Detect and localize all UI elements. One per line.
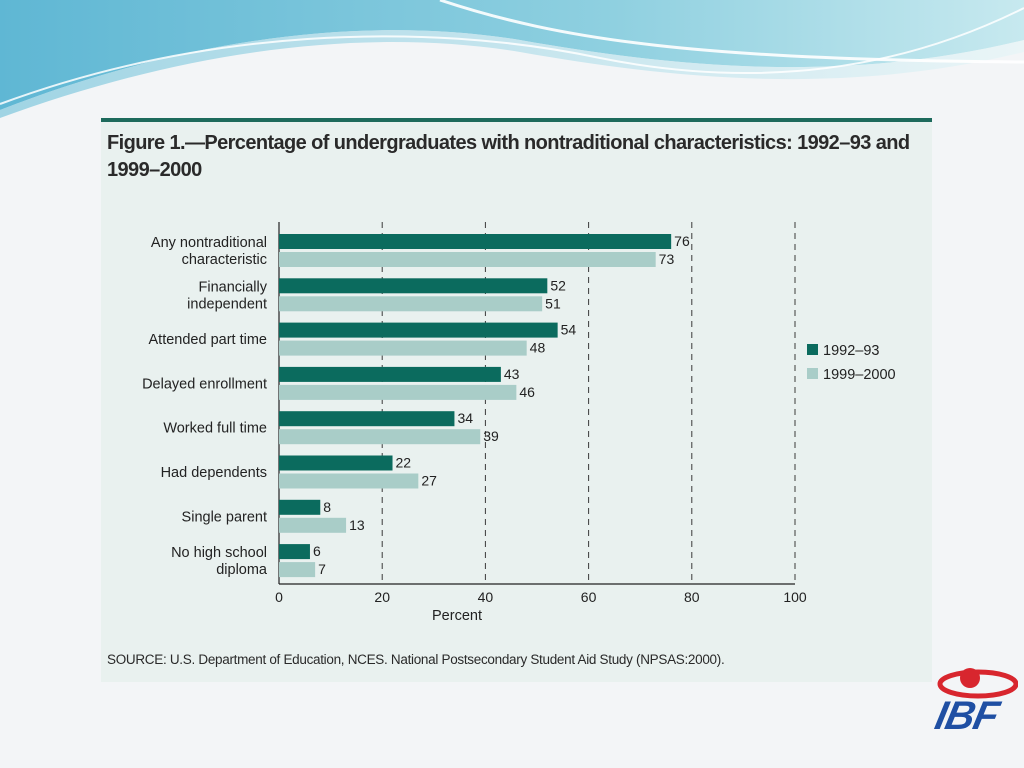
data-label: 13	[349, 517, 365, 533]
background-waves	[0, 0, 1024, 118]
legend-label: 1999–2000	[823, 367, 896, 383]
data-label: 54	[561, 322, 577, 338]
bar	[279, 517, 347, 533]
category-label: Worked full time	[163, 421, 267, 437]
data-label: 46	[519, 384, 535, 400]
bar	[279, 278, 548, 294]
data-label: 52	[550, 277, 566, 293]
data-label: 48	[530, 340, 546, 356]
data-label: 6	[313, 543, 321, 559]
x-axis-label: Percent	[432, 608, 482, 624]
category-label: Any nontraditional	[151, 235, 267, 251]
ibf-logo-mark	[937, 668, 1018, 699]
data-label: 27	[421, 473, 437, 489]
category-label: Single parent	[182, 509, 267, 525]
legend-label: 1992–93	[823, 343, 879, 359]
data-label: 22	[396, 455, 412, 471]
category-label: diploma	[216, 562, 268, 578]
category-label: Had dependents	[161, 465, 267, 481]
category-label: independent	[187, 296, 267, 312]
category-label: Delayed enrollment	[142, 376, 267, 392]
figure-panel: Figure 1.—Percentage of undergraduates w…	[101, 118, 932, 682]
legend-swatch	[807, 368, 818, 379]
category-label: No high school	[171, 545, 267, 561]
data-label: 76	[674, 233, 690, 249]
x-tick-label: 100	[783, 589, 807, 605]
x-tick-label: 40	[478, 589, 494, 605]
bar	[279, 429, 481, 445]
bar	[279, 322, 558, 338]
wave-shape	[0, 0, 1024, 110]
figure-title: Figure 1.—Percentage of undergraduates w…	[107, 132, 910, 181]
bar	[279, 366, 501, 382]
x-tick-label: 0	[275, 589, 283, 605]
x-tick-label: 60	[581, 589, 597, 605]
x-tick-label: 20	[374, 589, 390, 605]
bar	[279, 473, 419, 489]
bar	[279, 384, 517, 400]
wave-line	[0, 7, 1024, 105]
source-note: SOURCE: U.S. Department of Education, NC…	[107, 652, 725, 667]
data-label: 43	[504, 366, 520, 382]
bar	[279, 252, 656, 267]
data-label: 39	[483, 428, 499, 444]
data-label: 7	[318, 561, 326, 577]
data-label: 73	[659, 251, 675, 267]
data-label: 8	[323, 499, 331, 515]
data-label: 51	[545, 295, 561, 311]
x-tick-label: 80	[684, 589, 700, 605]
wave-line	[439, 0, 1024, 64]
category-label: Financially	[199, 279, 268, 295]
category-label: characteristic	[182, 252, 267, 268]
bar	[279, 296, 543, 312]
bar	[279, 544, 310, 560]
bar	[279, 234, 672, 249]
logo-ball	[960, 668, 980, 688]
bar	[279, 340, 527, 356]
bar	[279, 411, 455, 427]
legend-swatch	[807, 344, 818, 355]
ibf-logo-text: IBF	[931, 694, 1003, 738]
category-label: Attended part time	[149, 332, 268, 348]
data-label: 34	[457, 410, 473, 426]
bar	[279, 455, 393, 471]
bar	[279, 562, 316, 578]
wave-shape	[0, 30, 1024, 118]
bar	[279, 499, 321, 515]
